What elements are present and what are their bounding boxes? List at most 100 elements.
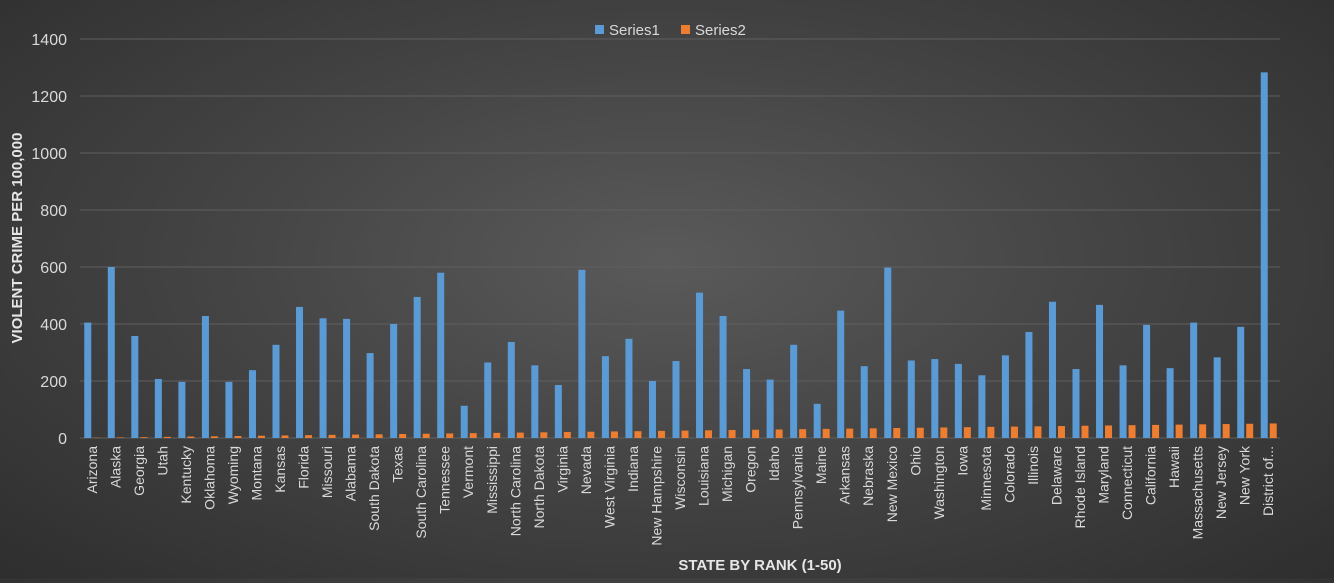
bar-series2-33: [870, 428, 877, 438]
x-tick-label: Tennessee: [437, 446, 453, 514]
y-tick-label: 400: [40, 317, 67, 334]
x-tick-label: Minnesota: [978, 446, 994, 511]
x-tick-label: New Mexico: [884, 446, 900, 522]
bar-series1-21: [578, 270, 585, 438]
x-tick-label: Nevada: [578, 446, 594, 494]
bar-series2-17: [493, 433, 500, 438]
x-tick-label: Kentucky: [178, 446, 194, 504]
x-tick-label: North Dakota: [531, 446, 547, 529]
bar-series2-1: [117, 437, 124, 438]
x-tick-label: Kansas: [272, 446, 288, 493]
bar-series1-47: [1190, 323, 1197, 438]
x-tick-label: Utah: [154, 446, 170, 476]
x-tick-label: Alabama: [343, 446, 359, 501]
bar-series2-25: [682, 431, 689, 438]
x-tick-label: Missouri: [319, 446, 335, 498]
bar-series1-16: [461, 406, 468, 438]
x-tick-label: Ohio: [907, 446, 923, 476]
bar-series2-32: [846, 429, 853, 438]
bar-series2-11: [352, 435, 359, 438]
bar-series2-39: [1011, 427, 1018, 438]
bar-series1-7: [249, 370, 256, 438]
bar-series1-1: [108, 267, 115, 438]
bar-series1-36: [931, 359, 938, 438]
x-tick-label: Illinois: [1025, 446, 1041, 485]
bar-series1-20: [555, 385, 562, 438]
y-tick-label: 600: [40, 260, 67, 277]
x-tick-label: Texas: [390, 446, 406, 483]
x-tick-label: Oregon: [743, 446, 759, 493]
legend-swatch-series2: [681, 25, 690, 34]
bar-series2-16: [470, 433, 477, 438]
x-tick-label: Maine: [813, 446, 829, 484]
y-tick-label: 0: [58, 431, 67, 448]
x-tick-label: Idaho: [766, 446, 782, 481]
bar-series1-42: [1073, 369, 1080, 438]
x-tick-label: Massachusetts: [1190, 446, 1206, 539]
bar-series2-29: [776, 429, 783, 438]
bar-series2-15: [446, 433, 453, 438]
bar-series2-46: [1176, 425, 1183, 438]
bar-series2-5: [211, 436, 218, 438]
bar-series2-14: [423, 434, 430, 438]
bar-series2-48: [1223, 424, 1230, 438]
bar-series2-35: [917, 428, 924, 438]
bar-series2-40: [1034, 426, 1041, 438]
x-tick-label: Oklahoma: [201, 446, 217, 510]
bar-series2-34: [893, 428, 900, 438]
bar-series2-42: [1082, 426, 1089, 438]
x-tick-label: Maryland: [1096, 446, 1112, 504]
bar-series2-22: [611, 431, 618, 438]
x-tick-label: New Hampshire: [648, 446, 664, 546]
bars: [84, 72, 1276, 438]
bar-series1-15: [437, 273, 444, 438]
bar-series1-14: [414, 297, 421, 438]
bar-series2-24: [658, 431, 665, 438]
bar-series1-49: [1237, 327, 1244, 438]
bar-series1-48: [1214, 357, 1221, 438]
bar-series2-4: [187, 437, 194, 438]
bar-series1-6: [225, 382, 232, 438]
bar-series1-28: [743, 369, 750, 438]
x-tick-label: District of...: [1260, 446, 1276, 516]
x-tick-label: Rhode Island: [1072, 446, 1088, 529]
bar-series2-8: [282, 435, 289, 438]
bar-series1-31: [814, 404, 821, 438]
bar-series2-2: [140, 437, 147, 438]
x-tick-label: Louisiana: [696, 446, 712, 506]
bar-series2-47: [1199, 424, 1206, 438]
x-tick-label: Arkansas: [837, 446, 853, 504]
bar-series1-19: [531, 365, 538, 438]
legend-swatch-series1: [595, 25, 604, 34]
x-tick-label: Nebraska: [860, 446, 876, 506]
bar-series2-21: [587, 432, 594, 438]
bar-series1-45: [1143, 325, 1150, 438]
x-tick-label: South Dakota: [366, 446, 382, 531]
bar-series2-36: [940, 427, 947, 438]
x-tick-label: Florida: [296, 446, 312, 489]
bar-series1-33: [861, 366, 868, 438]
bar-series1-41: [1049, 302, 1056, 438]
x-tick-label: Virginia: [554, 446, 570, 493]
bar-series1-46: [1167, 368, 1174, 438]
bar-series2-9: [305, 435, 312, 438]
bar-series2-30: [799, 429, 806, 438]
y-tick-label: 1000: [31, 146, 67, 163]
x-tick-label: North Carolina: [507, 446, 523, 536]
bar-series1-29: [767, 380, 774, 438]
bar-series2-31: [823, 429, 830, 438]
bar-series2-20: [564, 432, 571, 438]
bar-series2-13: [399, 434, 406, 438]
x-tick-label: Washington: [931, 446, 947, 519]
bar-series1-10: [320, 318, 327, 438]
x-tick-label: Indiana: [625, 446, 641, 492]
bar-series1-27: [720, 316, 727, 438]
x-tick-label: California: [1143, 446, 1159, 505]
x-tick-label: Iowa: [954, 446, 970, 476]
x-tick-label: Pennsylvania: [790, 446, 806, 529]
bar-series2-12: [376, 434, 383, 438]
bar-series2-7: [258, 436, 265, 438]
bar-series1-5: [202, 316, 209, 438]
bar-series2-19: [540, 432, 547, 438]
